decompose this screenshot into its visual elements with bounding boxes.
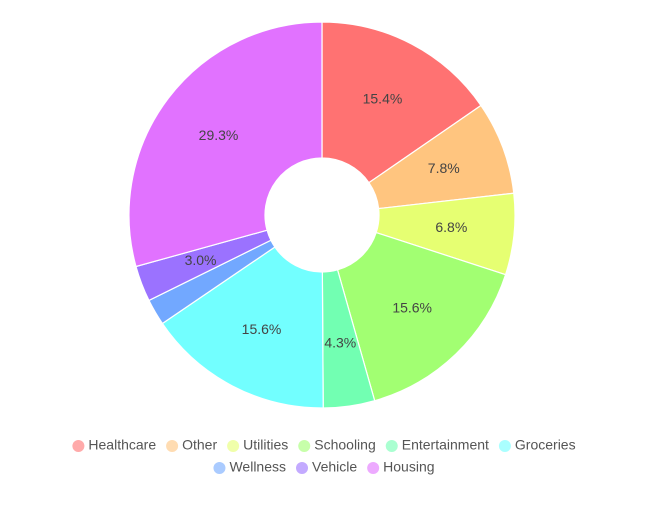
slice-label: 29.3% bbox=[199, 127, 239, 143]
slice bbox=[336, 231, 507, 402]
legend-label: Healthcare bbox=[88, 437, 156, 453]
legend-label: Utilities bbox=[243, 437, 288, 453]
legend-label: Other bbox=[182, 437, 217, 453]
slice bbox=[128, 21, 323, 268]
legend-label: Housing bbox=[383, 459, 434, 475]
legend-item[interactable]: Other bbox=[166, 437, 217, 453]
legend-item[interactable]: Wellness bbox=[213, 459, 286, 475]
legend-swatch bbox=[498, 440, 511, 452]
legend-swatch bbox=[227, 440, 240, 452]
legend-item[interactable]: Entertainment bbox=[385, 437, 489, 453]
legend-item[interactable]: Groceries bbox=[498, 437, 576, 453]
legend-swatch bbox=[367, 462, 380, 474]
legend-swatch bbox=[72, 440, 85, 452]
legend-row: Wellness Vehicle Housing bbox=[213, 459, 435, 475]
slice-label: 3.0% bbox=[185, 252, 217, 268]
slice bbox=[321, 21, 482, 184]
slice-label: 7.8% bbox=[428, 160, 460, 176]
legend-label: Groceries bbox=[515, 437, 576, 453]
legend-swatch bbox=[213, 462, 226, 474]
legend-label: Entertainment bbox=[402, 437, 489, 453]
legend-item[interactable]: Schooling bbox=[298, 437, 376, 453]
slice-label: 15.4% bbox=[363, 91, 403, 107]
legend-item[interactable]: Healthcare bbox=[72, 437, 156, 453]
legend-label: Wellness bbox=[229, 459, 286, 475]
legend-row: Healthcare Other Utilities Schooling Enterta… bbox=[72, 437, 576, 453]
legend-swatch bbox=[298, 440, 311, 452]
slice-label: 6.8% bbox=[435, 219, 467, 235]
slice-label: 15.6% bbox=[242, 321, 282, 337]
legend-label: Schooling bbox=[314, 437, 376, 453]
slice-label: 4.3% bbox=[324, 334, 356, 350]
legend-item[interactable]: Vehicle bbox=[296, 459, 357, 475]
slice-label: 15.6% bbox=[392, 299, 432, 315]
slice bbox=[161, 246, 324, 409]
legend-swatch bbox=[166, 440, 179, 452]
legend-swatch bbox=[385, 440, 398, 452]
legend-swatch bbox=[296, 462, 309, 474]
legend-item[interactable]: Housing bbox=[367, 459, 435, 475]
legend-item[interactable]: Utilities bbox=[227, 437, 288, 453]
legend-label: Vehicle bbox=[312, 459, 357, 475]
